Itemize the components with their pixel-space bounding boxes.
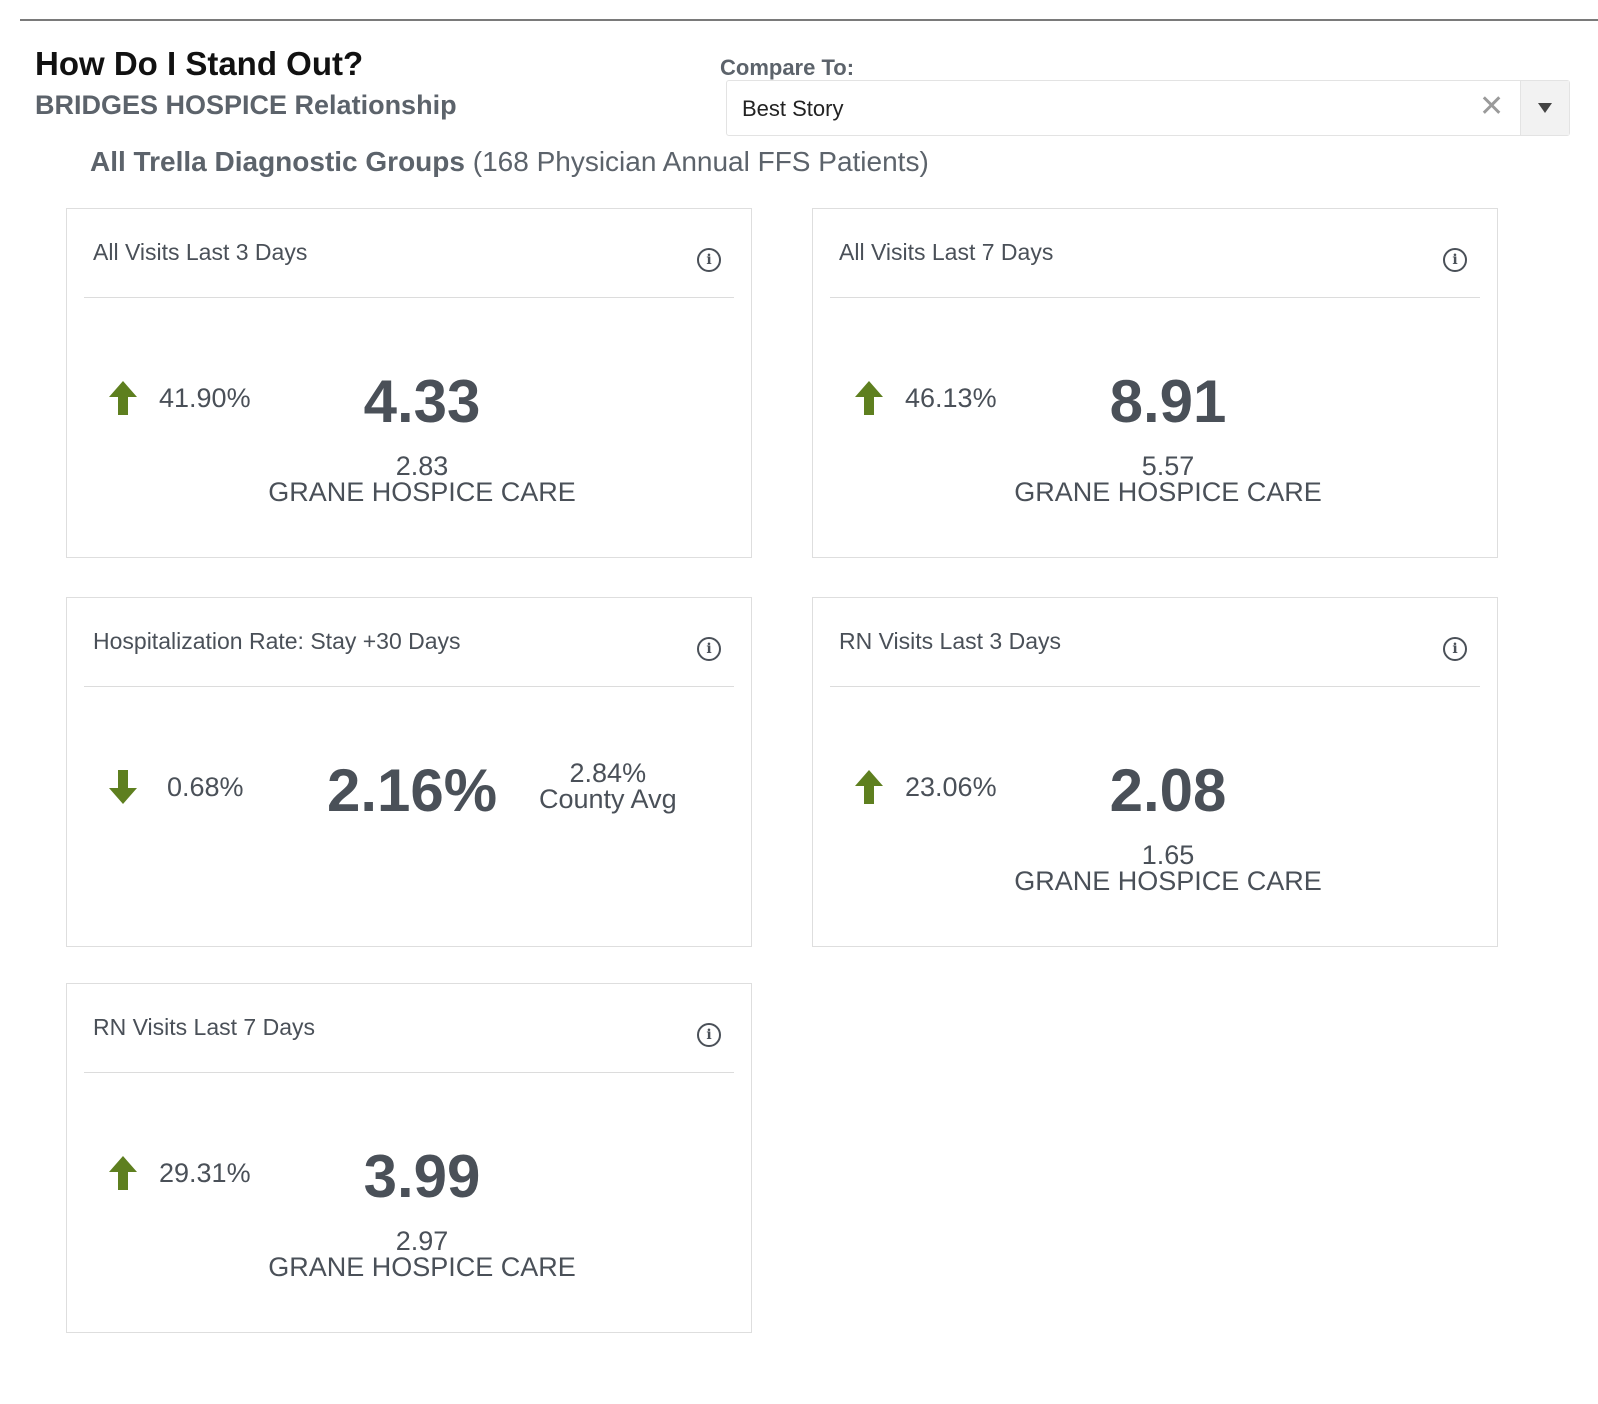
compare-to-select[interactable]: Best Story ✕ bbox=[726, 80, 1570, 136]
card-divider bbox=[84, 297, 734, 298]
comparison-value: 1.65 bbox=[1141, 840, 1195, 870]
comparison-label: County Avg bbox=[539, 784, 677, 814]
metric-card-all-visits-3-days: All Visits Last 3 Days i 41.90% 4.33 2.8… bbox=[66, 208, 752, 558]
page-subtitle: BRIDGES HOSPICE Relationship bbox=[35, 90, 457, 120]
info-icon[interactable]: i bbox=[697, 248, 721, 272]
page-title: How Do I Stand Out? bbox=[35, 45, 364, 82]
metric-card-rn-visits-7-days: RN Visits Last 7 Days i 29.31% 3.99 2.97… bbox=[66, 983, 752, 1333]
diagnostic-group-detail: (168 Physician Annual FFS Patients) bbox=[472, 146, 929, 177]
trend-percent: 41.90% bbox=[159, 383, 251, 413]
metric-card-all-visits-7-days: All Visits Last 7 Days i 46.13% 8.91 5.5… bbox=[812, 208, 1498, 558]
metric-value: 2.16% bbox=[327, 757, 498, 824]
comparison-label: GRANE HOSPICE CARE bbox=[1014, 477, 1322, 507]
trend-percent: 23.06% bbox=[905, 772, 997, 802]
comparison-value: 2.97 bbox=[395, 1226, 449, 1256]
info-icon[interactable]: i bbox=[697, 1023, 721, 1047]
card-title: All Visits Last 3 Days bbox=[93, 239, 308, 265]
comparison-label: GRANE HOSPICE CARE bbox=[1014, 866, 1322, 896]
metric-value: 3.99 bbox=[363, 1143, 481, 1210]
comparison-value: 5.57 bbox=[1141, 451, 1195, 481]
arrow-down-icon bbox=[109, 770, 137, 804]
trend-percent: 29.31% bbox=[159, 1158, 251, 1188]
trend-percent: 46.13% bbox=[905, 383, 997, 413]
comparison-value: 2.83 bbox=[395, 451, 449, 481]
card-divider bbox=[830, 297, 1480, 298]
comparison-block: 2.97 GRANE HOSPICE CARE bbox=[247, 1226, 597, 1282]
trend-percent: 0.68% bbox=[167, 772, 244, 802]
metric-value: 8.91 bbox=[1109, 368, 1227, 435]
comparison-block: 5.57 GRANE HOSPICE CARE bbox=[993, 451, 1343, 507]
card-title: RN Visits Last 7 Days bbox=[93, 1014, 315, 1040]
arrow-up-icon bbox=[855, 381, 883, 415]
metric-card-hospitalization-rate: Hospitalization Rate: Stay +30 Days i 0.… bbox=[66, 597, 752, 947]
card-divider bbox=[84, 686, 734, 687]
metric-value: 2.08 bbox=[1109, 757, 1227, 824]
arrow-up-icon bbox=[109, 381, 137, 415]
info-icon[interactable]: i bbox=[1443, 248, 1467, 272]
card-divider bbox=[84, 1072, 734, 1073]
metric-card-rn-visits-3-days: RN Visits Last 3 Days i 23.06% 2.08 1.65… bbox=[812, 597, 1498, 947]
dropdown-toggle-button[interactable] bbox=[1520, 81, 1569, 135]
arrow-up-icon bbox=[109, 1156, 137, 1190]
arrow-up-icon bbox=[855, 770, 883, 804]
compare-to-label: Compare To: bbox=[720, 55, 855, 80]
card-title: RN Visits Last 3 Days bbox=[839, 628, 1061, 654]
comparison-block: 2.83 GRANE HOSPICE CARE bbox=[247, 451, 597, 507]
top-divider bbox=[20, 19, 1598, 21]
card-divider bbox=[830, 686, 1480, 687]
comparison-value: 2.84% bbox=[569, 758, 647, 788]
card-title: All Visits Last 7 Days bbox=[839, 239, 1054, 265]
card-title: Hospitalization Rate: Stay +30 Days bbox=[93, 628, 461, 654]
comparison-label: GRANE HOSPICE CARE bbox=[268, 1252, 576, 1282]
comparison-label: GRANE HOSPICE CARE bbox=[268, 477, 576, 507]
caret-down-icon bbox=[1538, 103, 1552, 113]
info-icon[interactable]: i bbox=[1443, 637, 1467, 661]
diagnostic-group-header: All Trella Diagnostic Groups (168 Physic… bbox=[90, 146, 929, 178]
metric-value: 4.33 bbox=[363, 368, 481, 435]
clear-icon[interactable]: ✕ bbox=[1479, 90, 1505, 123]
compare-to-value: Best Story bbox=[742, 96, 844, 121]
diagnostic-group-name: All Trella Diagnostic Groups bbox=[90, 146, 465, 177]
info-icon[interactable]: i bbox=[697, 637, 721, 661]
comparison-block: 2.84% County Avg bbox=[539, 758, 677, 814]
comparison-block: 1.65 GRANE HOSPICE CARE bbox=[993, 840, 1343, 896]
